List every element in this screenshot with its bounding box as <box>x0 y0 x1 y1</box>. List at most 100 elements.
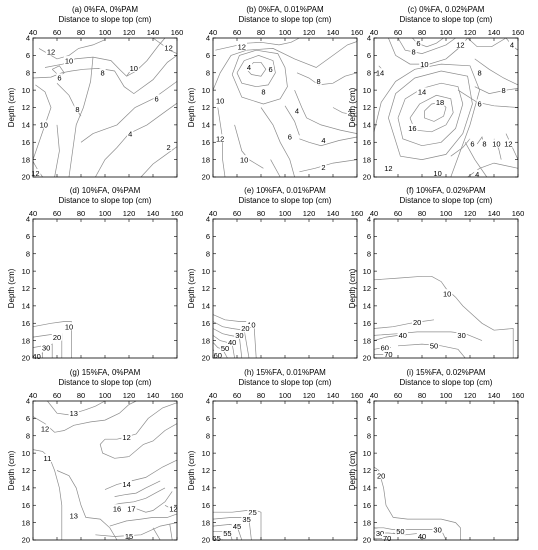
y-tick-label: 8 <box>26 249 30 258</box>
contour-label-bg <box>236 42 247 51</box>
x-tick-label: 140 <box>147 391 160 400</box>
y-tick-label: 12 <box>22 103 30 112</box>
contour-label: 40 <box>228 338 236 347</box>
y-tick-label: 18 <box>202 518 210 527</box>
x-tick-label: 120 <box>303 209 316 218</box>
contour-label-bg <box>239 155 250 164</box>
contour-label-bg <box>153 94 160 103</box>
x-tick-label: 40 <box>209 28 217 37</box>
contour-label-bg <box>419 59 430 68</box>
contour-label-bg <box>247 507 258 516</box>
x-tick-label: 100 <box>440 28 453 37</box>
contour-line <box>54 124 60 178</box>
contour-label: 12 <box>47 48 55 57</box>
x-tick-label: 100 <box>279 28 292 37</box>
y-tick-label: 4 <box>367 397 371 406</box>
contour-label-bg <box>416 532 428 541</box>
y-tick-label: 6 <box>26 232 30 241</box>
y-tick-label: 4 <box>367 34 371 43</box>
contour-label-bg <box>434 97 446 106</box>
contour-label-bg <box>320 136 327 145</box>
contour-line <box>212 41 358 91</box>
contour-line <box>260 107 295 178</box>
y-tick-label: 8 <box>206 431 210 440</box>
contour-label-bg <box>410 47 417 56</box>
contour-label: 14 <box>376 68 384 77</box>
contour-label-bg <box>379 343 390 352</box>
contour-label: 4 <box>321 136 325 145</box>
x-axis-label: Distance to slope top (cm) <box>239 196 332 205</box>
y-tick-label: 6 <box>206 414 210 423</box>
x-tick-label: 100 <box>440 209 453 218</box>
contour-label-bg <box>415 38 422 47</box>
x-tick-label: 80 <box>418 28 426 37</box>
contour-label-bg <box>382 533 393 542</box>
y-tick-label: 12 <box>202 466 210 475</box>
x-tick-label: 120 <box>303 391 316 400</box>
x-tick-label: 80 <box>77 209 85 218</box>
contour-line <box>32 321 72 358</box>
contour-label-bg <box>240 323 251 332</box>
x-axis-label: Distance to slope top (cm) <box>59 196 152 205</box>
contour-label: 10 <box>433 169 441 178</box>
x-tick-label: 40 <box>29 209 37 218</box>
contour-line <box>236 55 276 88</box>
y-tick-label: 6 <box>26 414 30 423</box>
contour-label: 40 <box>32 352 40 361</box>
contour-line <box>373 63 480 178</box>
contour-label-bg <box>383 163 394 172</box>
y-tick-label: 20 <box>363 173 371 182</box>
contour-label-bg <box>219 343 231 352</box>
contour-label-bg <box>491 139 502 148</box>
contour-label-bg <box>128 63 139 72</box>
y-tick-label: 4 <box>26 397 30 406</box>
contour-label: 12 <box>169 504 177 513</box>
contour-label-bg <box>215 96 226 105</box>
contour-label: 4 <box>475 170 479 179</box>
contour-line <box>467 162 519 178</box>
contour-line <box>296 72 358 86</box>
x-tick-label: 140 <box>327 28 340 37</box>
y-tick-label: 18 <box>22 518 30 527</box>
x-tick-label: 140 <box>147 209 160 218</box>
y-tick-label: 12 <box>202 284 210 293</box>
contour-label: 10 <box>65 56 73 65</box>
contour-label-bg <box>456 330 467 339</box>
contour-line <box>474 58 519 86</box>
y-tick-label: 16 <box>363 501 371 510</box>
x-tick-label: 60 <box>394 28 402 37</box>
contour-label-bg <box>293 106 301 115</box>
y-tick-label: 16 <box>363 138 371 147</box>
x-axis-label: Distance to slope top (cm) <box>400 196 493 205</box>
x-tick-label: 60 <box>233 391 241 400</box>
y-axis-label: Depth (cm) <box>187 450 196 490</box>
y-tick-label: 8 <box>367 68 371 77</box>
x-tick-label: 160 <box>512 28 525 37</box>
x-tick-label: 100 <box>99 209 112 218</box>
contour-label-bg <box>111 504 123 513</box>
contour-label: 20 <box>413 318 421 327</box>
y-tick-label: 18 <box>202 155 210 164</box>
contour-lines: 12 4 6 8 10 8 2 4 6 4 2 12 10 <box>212 37 358 178</box>
contour-line <box>152 527 161 541</box>
contour-label-bg <box>127 129 134 138</box>
contour-label-bg <box>215 134 226 143</box>
contour-label: 10 <box>240 155 248 164</box>
contour-line <box>32 449 63 540</box>
panel-title: (h) 15%FA, 0.01%PAM <box>244 368 326 377</box>
contour-line <box>388 70 473 160</box>
contour-label: 12 <box>456 41 464 50</box>
contour-line <box>109 513 178 527</box>
contour-line <box>32 84 52 160</box>
x-tick-label: 120 <box>123 391 136 400</box>
contour-label: 6 <box>416 39 420 48</box>
x-tick-label: 40 <box>370 391 378 400</box>
contour-label: 8 <box>478 68 482 77</box>
y-tick-label: 18 <box>363 518 371 527</box>
contour-line <box>397 343 466 359</box>
contour-lines: 12 12 10 10 8 6 8 10 12 6 4 2 <box>30 37 178 178</box>
x-tick-label: 100 <box>279 391 292 400</box>
contour-label: 20 <box>377 471 385 480</box>
